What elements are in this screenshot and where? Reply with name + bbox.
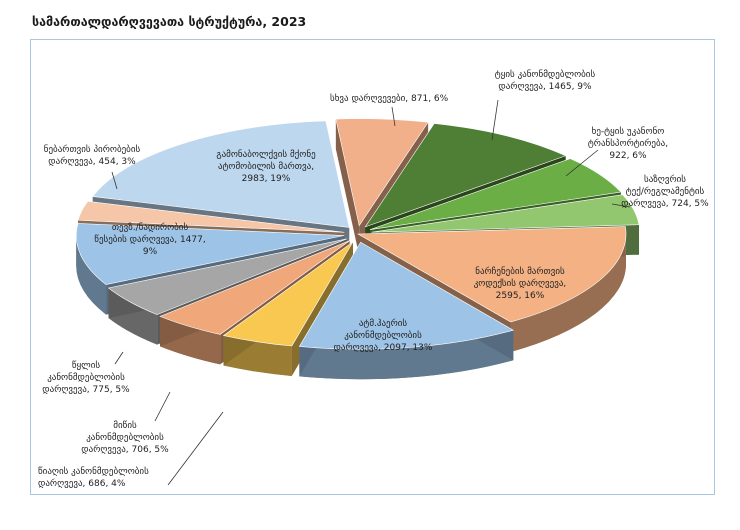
pie-slice (369, 158, 622, 230)
data-label: ნებართვის პირობების (44, 144, 141, 155)
data-label: თევზ./ნადირობის (112, 222, 189, 233)
pie-slice (364, 123, 567, 228)
pie-slice (356, 226, 627, 323)
pie-slice (222, 241, 354, 347)
leader-line (167, 411, 224, 486)
data-label: დარღვევა, 686, 4% (38, 478, 126, 489)
data-label: კანონმდებლობის (344, 330, 422, 341)
data-label: ტრანსპორტირება, (588, 138, 668, 149)
pie-slice-side (76, 235, 107, 315)
leader-line (565, 149, 599, 177)
data-label: წესების დარღვევა, 1477, (94, 234, 205, 245)
data-label: 9% (143, 247, 158, 257)
data-label: დარღვევა, 724, 5% (621, 198, 709, 209)
leader-line (154, 391, 171, 422)
leader-line (611, 203, 631, 208)
data-label: დარღვევა, 706, 5% (81, 444, 169, 455)
data-label: 922, 6% (609, 151, 647, 161)
leader-line (111, 171, 118, 190)
data-label: ხე-ტყის უკანონო (592, 126, 665, 137)
data-label: ატომობილის მართვა, (218, 161, 314, 172)
chart-title: სამართალდარღვევათა სტრუქტურა, 2023 (32, 14, 307, 29)
data-label: დარღვევა, 454, 3% (48, 156, 136, 167)
data-label: დარღვევა, 1465, 9% (498, 81, 592, 92)
data-label: დარღვევა, 2097, 13% (334, 342, 433, 353)
leader-line (114, 351, 124, 365)
data-label: 2983, 19% (242, 174, 291, 184)
pie-slice-side (299, 330, 514, 380)
leader-line (491, 99, 499, 141)
data-label: წიაღის კანონმდებლობის (38, 466, 149, 477)
pie-slice (159, 240, 350, 335)
pie-slice (335, 118, 429, 227)
data-label: სხვა დარღვევები, 871, 6% (330, 93, 449, 104)
data-label: ატმ.ჰაერის (359, 318, 408, 329)
data-label: მიწის (113, 420, 137, 431)
pie-slice (298, 241, 515, 350)
data-label: ტყის კანონმდებლობის (495, 69, 596, 80)
pie-slice-side (510, 234, 626, 352)
pie-slice (92, 120, 350, 228)
pie-slice-edge (335, 119, 360, 256)
data-label: ტექ/რეგლამენტის (626, 186, 705, 197)
data-label: გამონაბოლქვის მქონე (216, 149, 316, 160)
pie-slice (75, 223, 345, 285)
data-label: კოდექსის დარღვევა, (474, 278, 567, 289)
pie-slice (371, 194, 640, 233)
data-label: ნარჩენების მართვის (475, 266, 565, 277)
data-label: 2595, 16% (496, 291, 545, 301)
chart-frame (30, 39, 715, 495)
pie-slice (107, 238, 347, 315)
data-label: კანონმდებლობის (86, 432, 164, 443)
leader-line (391, 106, 396, 127)
pie-slice (77, 200, 345, 233)
data-label: საზღვრის (644, 174, 686, 185)
data-label: კანონმდებლობის (47, 372, 125, 383)
data-label: წყლის (72, 360, 101, 371)
data-label: დარღვევა, 775, 5% (42, 384, 130, 395)
